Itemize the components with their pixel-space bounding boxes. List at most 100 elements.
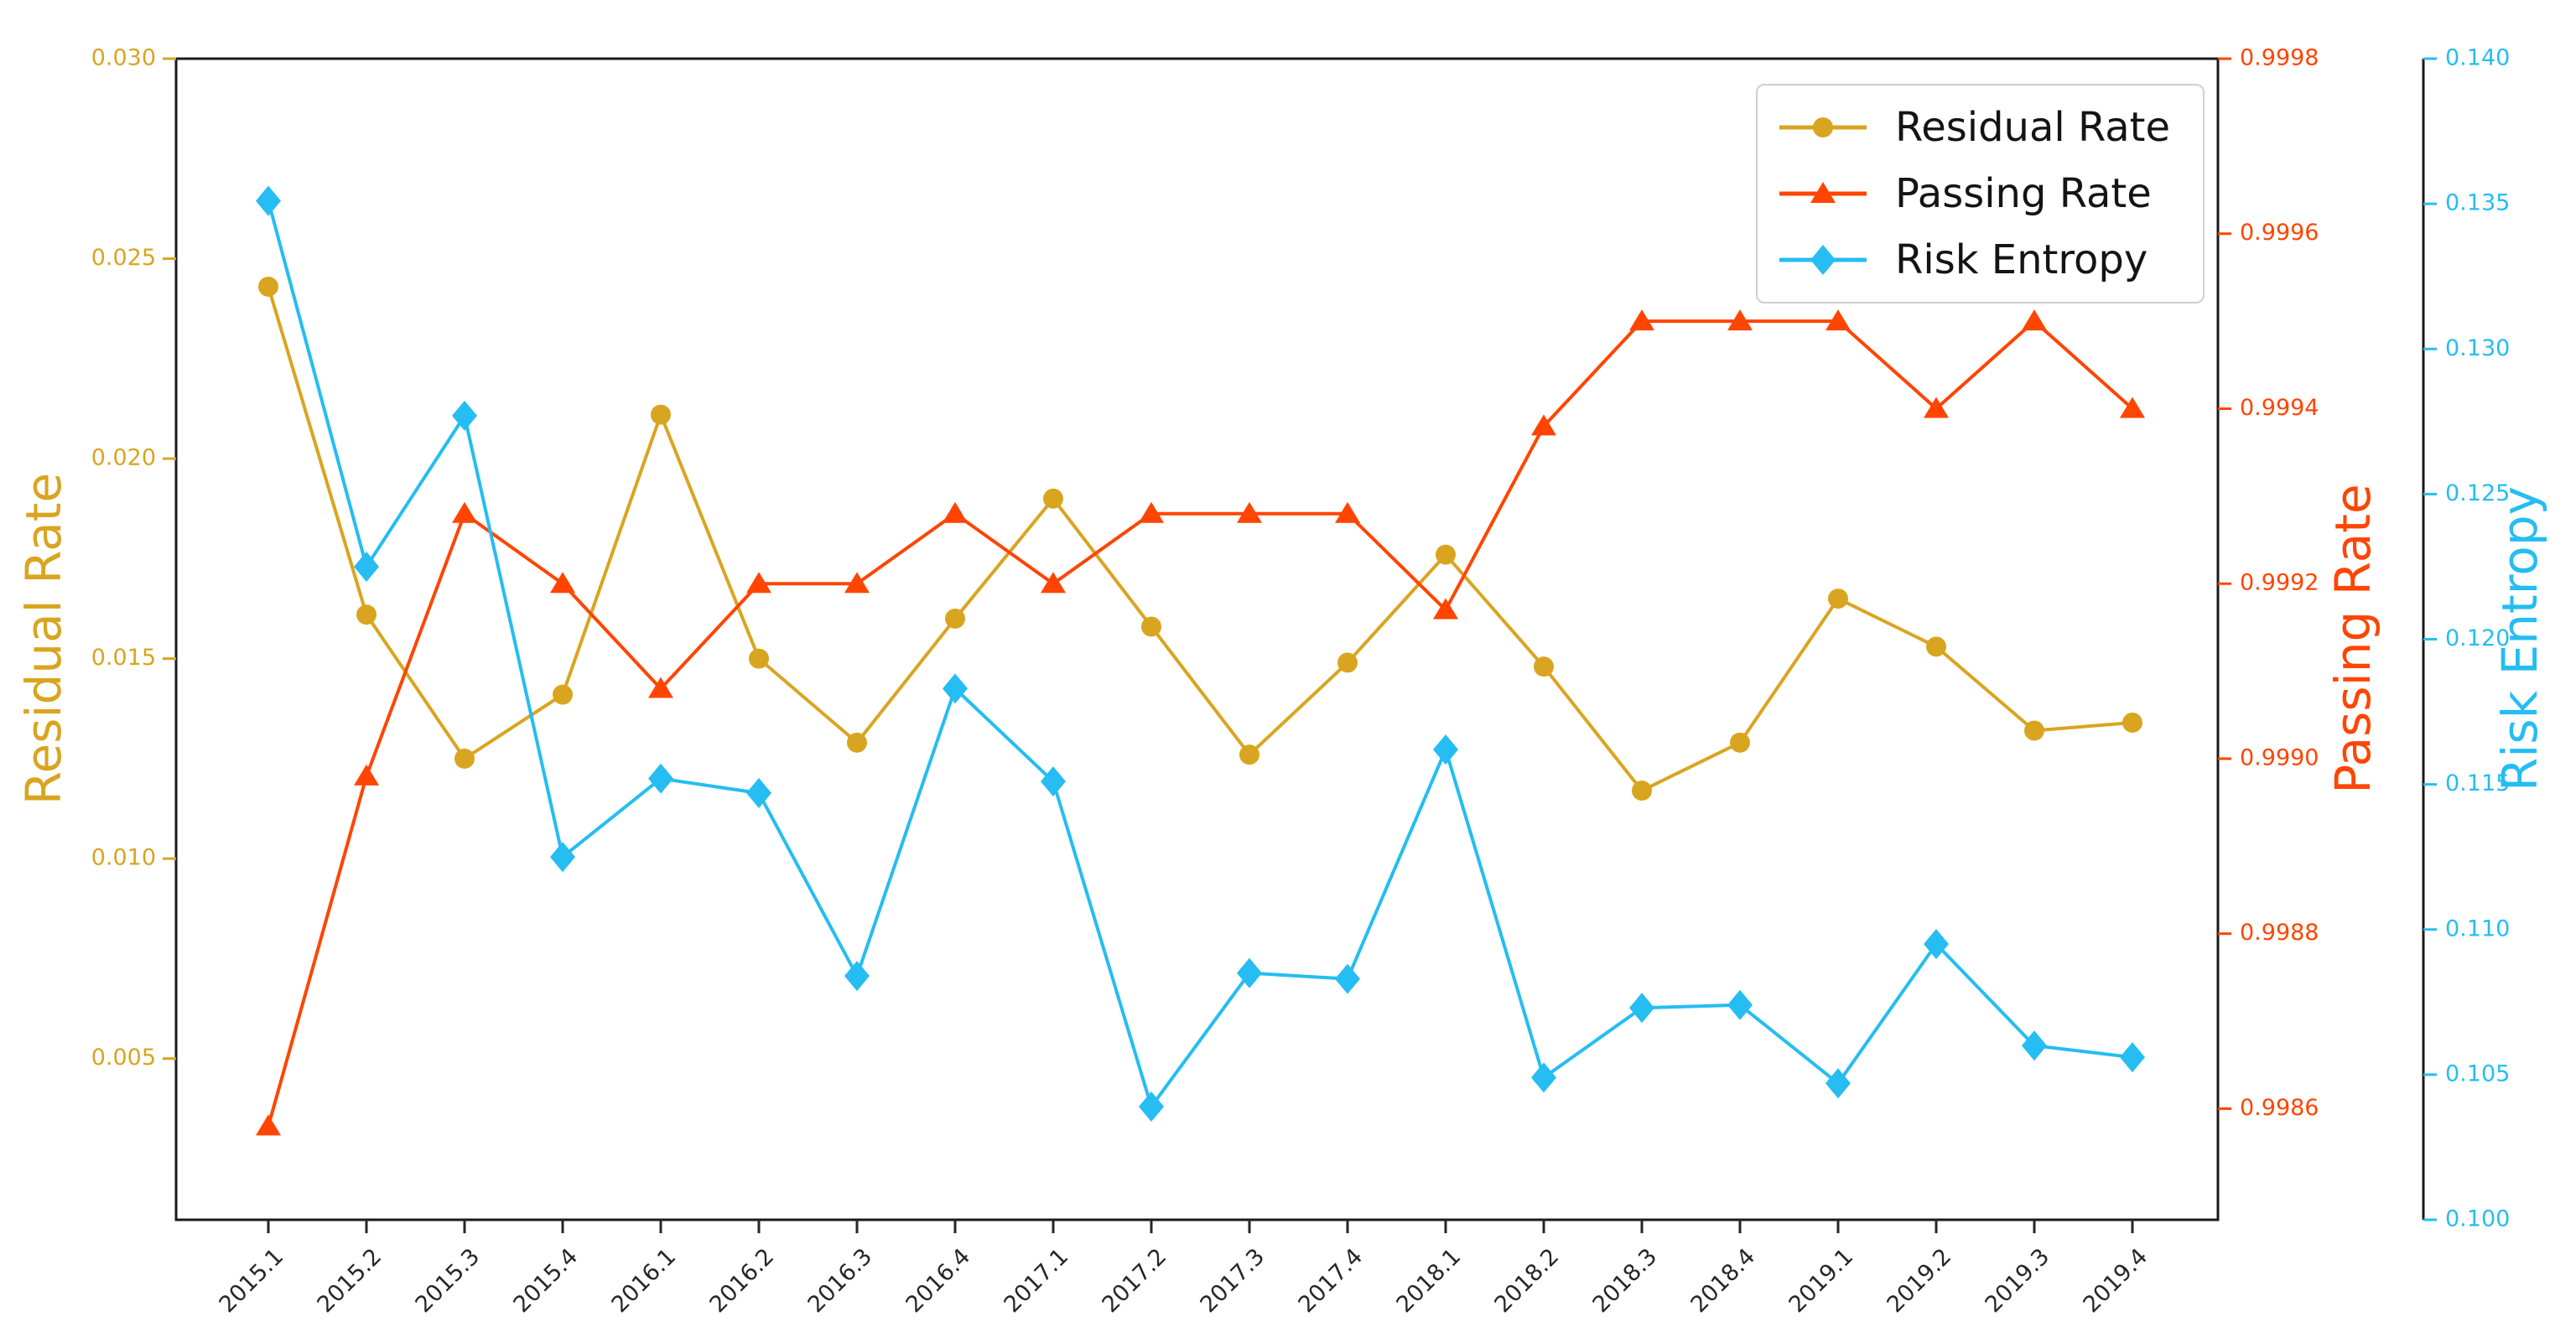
series-passing-marker: [354, 764, 379, 786]
plot-border: [174, 57, 2220, 1221]
series-residual-marker: [651, 404, 671, 425]
series-risk-marker: [1041, 766, 1066, 797]
risk-tick-label: 0.115: [2445, 770, 2510, 796]
x-tick-label: 2019.4: [2079, 1243, 2153, 1318]
passing-tick-label: 0.9988: [2240, 920, 2319, 946]
series-risk-marker: [1335, 963, 1360, 994]
series-line-risk: [267, 200, 2133, 1108]
series-risk-marker: [1531, 1062, 1556, 1093]
y-axis-passing: 0.9986 0.9988 0.9990 0.9992 0.9994 0.9996 0.99…: [2218, 45, 2319, 1121]
series-risk-marker: [2120, 1042, 2145, 1073]
series-residual-marker: [1436, 544, 1456, 565]
series-risk-marker: [844, 961, 870, 992]
legend-risk-marker: [1810, 245, 1836, 276]
series-passing-marker: [452, 501, 477, 523]
series-passing-marker: [648, 677, 673, 698]
legend-sample-triangle-icon: [1779, 181, 1867, 203]
legend: Residual Rate Passing Rate Risk Entropy: [1756, 84, 2205, 303]
series-passing-marker: [1629, 309, 1654, 331]
series-passing-marker: [2022, 309, 2047, 331]
series-passing-marker: [2120, 397, 2145, 418]
series-passing-marker: [943, 501, 968, 523]
residual-tick-label: 0.025: [91, 245, 156, 271]
series-risk-marker: [354, 551, 379, 582]
series-residual-marker: [2122, 712, 2142, 733]
legend-passing-marker: [1810, 181, 1836, 203]
series-passing-marker: [550, 572, 575, 594]
risk-tick-label: 0.120: [2445, 625, 2510, 651]
x-tick-label: 2017.3: [1196, 1243, 1270, 1318]
series-passing-marker: [1237, 501, 1262, 523]
risk-tick-label: 0.110: [2445, 915, 2510, 941]
residual-tick-label: 0.020: [91, 445, 156, 471]
series-residual-marker: [1730, 732, 1750, 753]
series-residual-marker: [945, 608, 965, 629]
x-tick-label: 2019.3: [1981, 1243, 2055, 1318]
legend-residual-marker: [1813, 117, 1833, 137]
legend-item-risk: Risk Entropy: [1776, 230, 2184, 290]
series-risk-marker: [452, 400, 477, 431]
x-tick-label: 2018.2: [1490, 1243, 1565, 1318]
series-risk-marker: [746, 778, 771, 809]
series-risk-marker: [1433, 734, 1458, 765]
series-passing-marker: [1139, 501, 1164, 523]
series-residual-marker: [553, 684, 573, 705]
legend-label: Risk Entropy: [1895, 236, 2148, 284]
legend-sample-circle-icon: [1779, 117, 1867, 137]
x-tick-label: 2017.1: [1000, 1243, 1074, 1318]
legend-sample-diamond-icon: [1779, 245, 1867, 276]
series-residual-marker: [1828, 589, 1848, 609]
series-residual-marker: [1141, 616, 1161, 637]
series-residual-marker: [2024, 720, 2044, 741]
series-passing-marker: [1924, 397, 1949, 418]
x-tick-label: 2018.1: [1392, 1243, 1467, 1318]
series-residual: [258, 276, 2142, 801]
y-axis-label-risk: Risk Entropy: [2491, 485, 2548, 792]
series-risk-marker: [1629, 993, 1654, 1024]
series-residual-marker: [1926, 636, 1946, 657]
series-risk-marker: [1139, 1091, 1164, 1122]
series-residual-marker: [1043, 488, 1063, 509]
series-residual-marker: [356, 604, 377, 625]
x-tick-label: 2016.2: [705, 1243, 780, 1318]
series-passing-marker: [256, 1114, 281, 1136]
residual-tick-label: 0.005: [91, 1045, 156, 1071]
risk-tick-label: 0.130: [2445, 335, 2510, 361]
series-residual-marker: [1239, 744, 1259, 765]
x-tick-label: 2015.2: [313, 1243, 387, 1318]
series-risk-marker: [1727, 989, 1753, 1020]
risk-tick-label: 0.100: [2445, 1206, 2510, 1232]
risk-tick-label: 0.140: [2445, 45, 2510, 71]
series-risk-marker: [1924, 929, 1949, 960]
x-tick-label: 2018.3: [1588, 1243, 1663, 1318]
y-axis-risk: 0.100 0.105 0.110 0.115 0.120 0.125 0.130 0.135…: [2423, 45, 2510, 1232]
series-risk-marker: [550, 842, 575, 873]
series-passing-marker: [1826, 309, 1851, 331]
series-residual-marker: [454, 748, 475, 769]
series-residual-marker: [847, 732, 867, 753]
series-passing-marker: [1335, 501, 1360, 523]
y-axis-label-passing: Passing Rate: [2324, 484, 2381, 794]
x-tick-label: 2017.4: [1294, 1243, 1368, 1318]
x-axis: 2015.1 2015.2 2015.3 2015.4 2016.1 2016.2 2016…: [215, 1220, 2153, 1318]
passing-tick-label: 0.9994: [2240, 395, 2319, 421]
series-risk-marker: [1826, 1068, 1851, 1099]
x-tick-label: 2018.4: [1686, 1243, 1761, 1318]
x-tick-label: 2015.4: [509, 1243, 584, 1318]
passing-tick-label: 0.9992: [2240, 570, 2319, 596]
series-passing-marker: [1041, 572, 1066, 594]
x-tick-label: 2015.3: [411, 1243, 486, 1318]
series-risk: [256, 185, 2145, 1122]
x-tick-label: 2019.1: [1784, 1243, 1859, 1318]
risk-tick-label: 0.135: [2445, 190, 2510, 216]
x-tick-label: 2016.3: [803, 1243, 878, 1318]
series-passing: [256, 309, 2145, 1136]
legend-item-passing: Passing Rate: [1776, 163, 2184, 224]
series-risk-marker: [2022, 1030, 2047, 1061]
series-passing-marker: [844, 572, 870, 594]
passing-tick-label: 0.9990: [2240, 744, 2319, 770]
series-residual-marker: [258, 276, 278, 297]
residual-tick-label: 0.030: [91, 45, 156, 71]
